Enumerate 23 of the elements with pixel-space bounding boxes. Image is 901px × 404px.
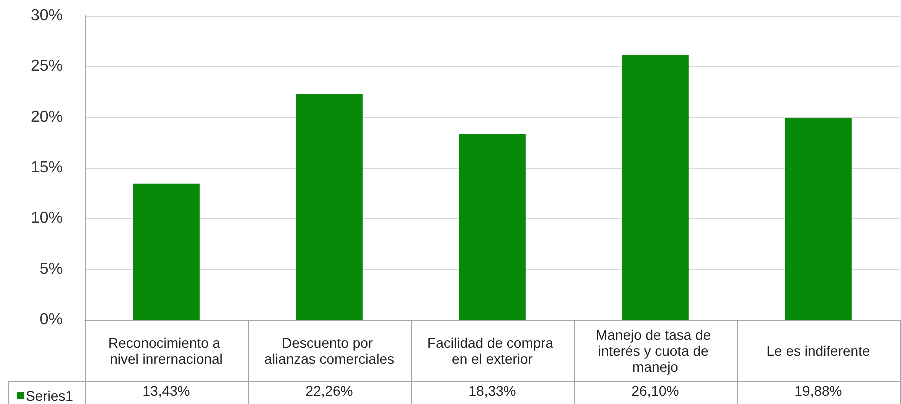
- y-tick-label: 30%: [30, 8, 63, 24]
- y-tick-label: 15%: [30, 160, 63, 176]
- y-tick-label: 20%: [30, 108, 63, 126]
- data-label: 18,33%: [468, 383, 516, 399]
- y-tick-label: 10%: [30, 210, 63, 228]
- data-label: 22,26%: [306, 383, 354, 399]
- data-label: 26,10%: [632, 383, 680, 399]
- y-tick-label: 25%: [30, 58, 63, 76]
- y-tick-label: 0%: [40, 312, 63, 328]
- bar: [622, 56, 689, 320]
- data-label: 13,43%: [142, 383, 190, 399]
- data-label: 19,88%: [794, 383, 842, 399]
- y-tick-label: 5%: [40, 260, 63, 278]
- bar: [785, 118, 852, 320]
- legend-label: Series1: [26, 388, 74, 404]
- x-tick-label: Manejo de tasa de interés y cuota de manejo: [596, 327, 716, 375]
- bar: [459, 134, 526, 320]
- x-tick-label: Facilidad de compra en el exterior: [428, 335, 558, 367]
- x-tick-label: Descuento por alianzas comerciales: [264, 335, 394, 367]
- bar: [133, 184, 200, 320]
- x-tick-label: Le es indiferente: [766, 343, 870, 359]
- x-tick-label: Reconocimiento a nivel inrernacional: [108, 335, 224, 367]
- bar: [296, 94, 363, 320]
